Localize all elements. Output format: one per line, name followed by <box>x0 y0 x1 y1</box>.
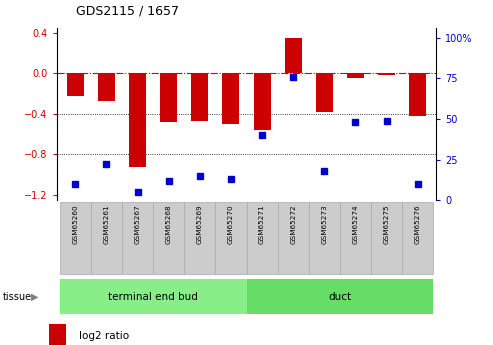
Bar <box>371 202 402 274</box>
Bar <box>309 202 340 274</box>
Bar <box>60 279 246 314</box>
Text: GSM65270: GSM65270 <box>228 204 234 244</box>
Bar <box>222 73 240 124</box>
Bar <box>246 279 433 314</box>
Bar <box>160 73 177 122</box>
Bar <box>253 73 271 130</box>
Text: GSM65269: GSM65269 <box>197 204 203 244</box>
Bar <box>60 202 91 274</box>
Bar <box>316 73 333 112</box>
Bar <box>402 202 433 274</box>
Bar <box>215 202 246 274</box>
Bar <box>153 202 184 274</box>
Bar <box>246 202 278 274</box>
Text: GDS2115 / 1657: GDS2115 / 1657 <box>76 4 179 17</box>
Text: tissue: tissue <box>2 292 32 302</box>
Text: GSM65260: GSM65260 <box>72 204 78 244</box>
Text: ▶: ▶ <box>31 292 38 302</box>
Bar <box>49 324 66 345</box>
Text: GSM65273: GSM65273 <box>321 204 327 244</box>
Bar <box>284 38 302 73</box>
Text: GSM65261: GSM65261 <box>104 204 109 244</box>
Text: GSM65276: GSM65276 <box>415 204 421 244</box>
Bar <box>122 202 153 274</box>
Bar <box>278 202 309 274</box>
Bar <box>98 73 115 101</box>
Text: GSM65267: GSM65267 <box>135 204 141 244</box>
Text: GSM65271: GSM65271 <box>259 204 265 244</box>
Text: GSM65275: GSM65275 <box>384 204 389 244</box>
Text: duct: duct <box>328 292 352 302</box>
Bar <box>67 73 84 96</box>
Bar <box>347 73 364 78</box>
Text: terminal end bud: terminal end bud <box>108 292 198 302</box>
Text: GSM65274: GSM65274 <box>352 204 358 244</box>
Bar <box>409 73 426 116</box>
Text: log2 ratio: log2 ratio <box>79 332 129 341</box>
Bar <box>340 202 371 274</box>
Text: GSM65268: GSM65268 <box>166 204 172 244</box>
Text: GSM65272: GSM65272 <box>290 204 296 244</box>
Bar <box>378 73 395 75</box>
Bar <box>91 202 122 274</box>
Bar <box>184 202 215 274</box>
Bar <box>129 73 146 167</box>
Bar <box>191 73 209 121</box>
